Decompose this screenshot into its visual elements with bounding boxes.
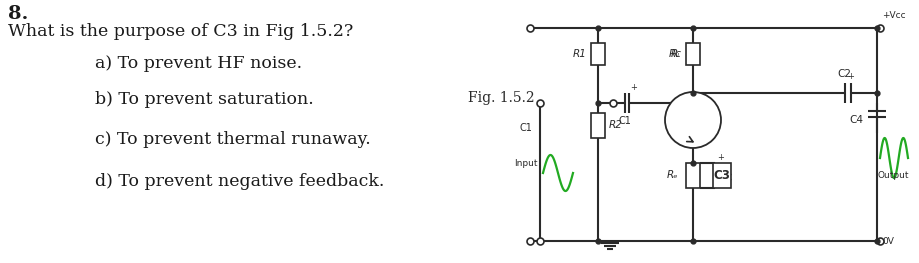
Text: 0V: 0V <box>882 236 894 245</box>
Text: +: + <box>718 153 724 162</box>
Text: C2: C2 <box>837 69 851 79</box>
Circle shape <box>665 92 721 148</box>
Text: +: + <box>847 72 855 81</box>
Text: +Vcc: +Vcc <box>882 11 905 20</box>
Text: a) To prevent HF noise.: a) To prevent HF noise. <box>95 55 302 72</box>
Text: Output: Output <box>878 171 909 180</box>
Text: R2: R2 <box>609 120 623 130</box>
Bar <box>686 43 700 65</box>
Text: c) To prevent thermal runaway.: c) To prevent thermal runaway. <box>95 131 370 148</box>
Bar <box>686 163 700 188</box>
Text: R1: R1 <box>573 49 587 59</box>
Text: Input: Input <box>515 159 538 168</box>
Text: C4: C4 <box>849 115 863 125</box>
Text: What is the purpose of C3 in Fig 1.5.2?: What is the purpose of C3 in Fig 1.5.2? <box>8 23 353 40</box>
Text: Fig. 1.5.2: Fig. 1.5.2 <box>468 91 535 105</box>
Text: C1: C1 <box>618 116 631 126</box>
Text: d) To prevent negative feedback.: d) To prevent negative feedback. <box>95 173 384 190</box>
Text: Rc: Rc <box>668 49 682 59</box>
Text: Rₗ: Rₗ <box>671 49 679 59</box>
Text: 8.: 8. <box>8 5 28 23</box>
Text: Rₑ: Rₑ <box>667 170 679 180</box>
Text: C3: C3 <box>713 169 731 182</box>
Text: b) To prevent saturation.: b) To prevent saturation. <box>95 91 313 108</box>
Bar <box>591 43 605 65</box>
Bar <box>591 113 605 138</box>
Text: +: + <box>630 83 637 92</box>
Text: C1: C1 <box>519 123 532 133</box>
Bar <box>713 163 731 188</box>
